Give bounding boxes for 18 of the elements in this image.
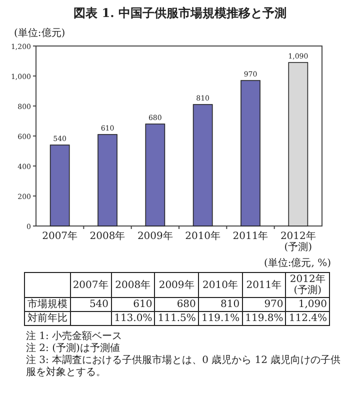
x-tick-label: 2009年 — [137, 230, 173, 242]
x-tick-label: 2010年 — [185, 230, 221, 242]
x-tick-label: 2012年(予測) — [280, 230, 316, 253]
bar — [50, 144, 70, 226]
x-tick-label: 2011年 — [232, 230, 268, 242]
bar — [192, 104, 213, 226]
text: 注 1: 小売金額ベース — [26, 331, 124, 342]
chart-title: 図表 1. 中国子供服市場規模推移と予測 — [74, 6, 286, 20]
x-tick-label: 2007年 — [42, 230, 78, 242]
bar — [145, 124, 166, 226]
y-axis-title: (単位:億元) — [14, 27, 66, 39]
text: 注 2: (予測)は予測値 — [26, 343, 121, 354]
bar — [288, 62, 308, 226]
text: 注 3: 本調査における子供服市場とは、0 歳児から 12 歳児向けの子供服を対象とする。 — [26, 355, 342, 379]
bar — [98, 134, 118, 226]
x-tick-label: 2008年 — [90, 230, 126, 242]
text: (単位:億元, %) — [264, 256, 331, 270]
bar — [240, 80, 260, 226]
